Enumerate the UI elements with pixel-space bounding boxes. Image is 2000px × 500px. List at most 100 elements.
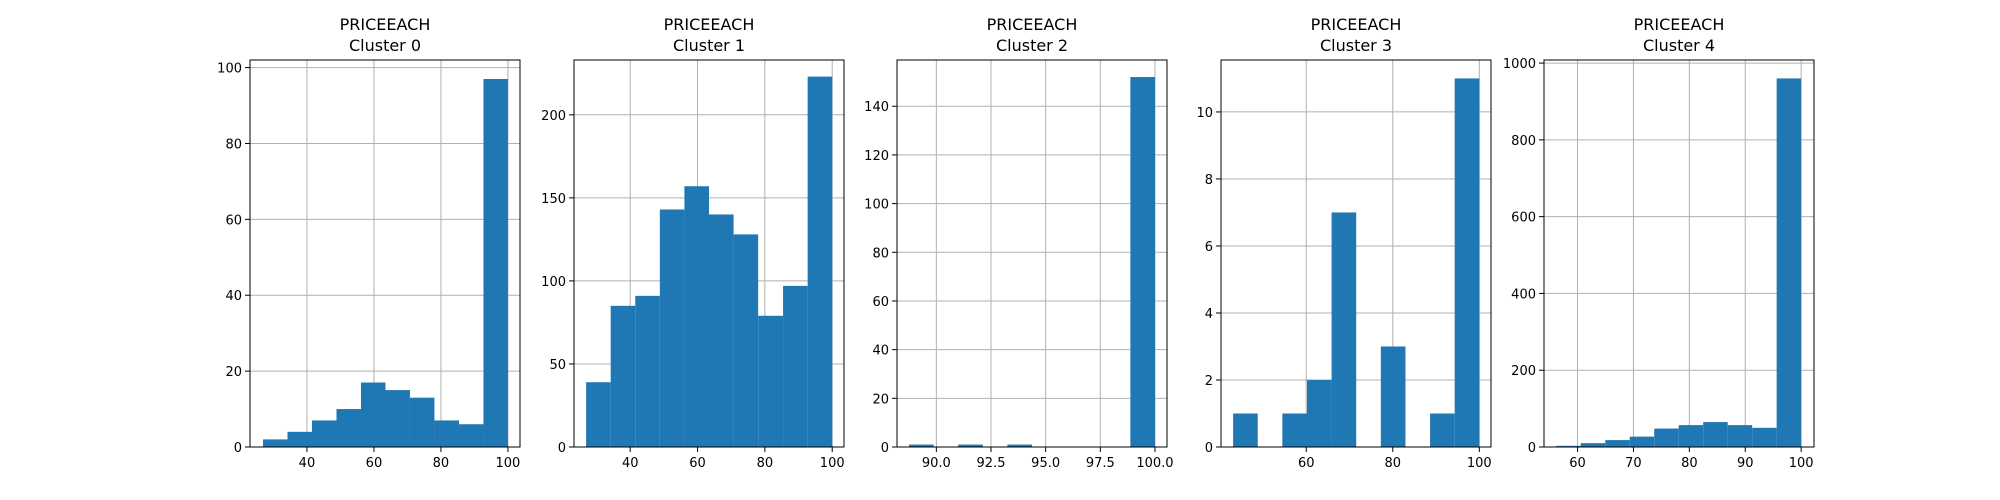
x-tick-label: 95.0 (1031, 456, 1060, 471)
y-tick-label: 140 (864, 100, 889, 115)
histogram-bar (1306, 379, 1332, 447)
histogram-bar (262, 439, 288, 447)
histogram-bar (458, 424, 484, 447)
histogram-bar (807, 76, 833, 448)
x-tick-label: 80 (1385, 456, 1402, 471)
histogram-bar (1727, 425, 1753, 447)
histogram-bar (409, 397, 435, 447)
histogram-bar (1654, 428, 1679, 447)
y-tick-label: 8 (1205, 173, 1213, 188)
histogram-bar (1007, 444, 1032, 447)
chart-title-variable: PRICEEACH (1311, 15, 1402, 34)
histogram-bar (483, 78, 508, 448)
histogram-bar (1233, 413, 1258, 447)
y-tick-label: 0 (1528, 441, 1536, 456)
histogram-bar (1752, 427, 1777, 447)
y-tick-label: 600 (1511, 211, 1536, 226)
y-tick-label: 6 (1205, 240, 1213, 255)
histogram-bar (733, 234, 759, 447)
y-tick-label: 100 (541, 275, 566, 290)
y-tick-label: 80 (225, 137, 242, 152)
x-tick-label: 100.0 (1136, 456, 1173, 471)
histogram-bar (311, 420, 337, 447)
chart-title-cluster: Cluster 3 (1320, 36, 1392, 55)
y-tick-label: 120 (864, 149, 889, 164)
x-tick-label: 40 (299, 456, 316, 471)
y-tick-label: 400 (1511, 287, 1536, 302)
y-tick-label: 40 (225, 289, 242, 304)
histogram-bar (709, 214, 734, 447)
histogram-bar (1605, 440, 1630, 447)
y-tick-label: 20 (225, 365, 242, 380)
x-tick-label: 80 (1681, 456, 1698, 471)
chart-panel-0: 40 60 80 100 0 20 40 60 80 100 PRICEEACH Cluster 0 (217, 15, 521, 471)
x-tick-label: 100 (1789, 456, 1814, 471)
histogram-bar (1331, 212, 1357, 447)
chart-title-cluster: Cluster 4 (1643, 36, 1715, 55)
x-tick-label: 90.0 (922, 456, 951, 471)
histogram-bar (958, 444, 983, 447)
histogram-bar (635, 295, 660, 447)
histogram-bar (1430, 413, 1455, 447)
y-tick-label: 40 (872, 344, 889, 359)
histogram-bar (1454, 78, 1480, 447)
y-tick-label: 60 (872, 295, 889, 310)
chart-title-variable: PRICEEACH (340, 15, 431, 34)
x-tick-label: 40 (622, 456, 639, 471)
chart-panel-2: 90.0 92.5 95.0 97.5 100.0 0 20 40 60 80 100 120 140 P… (864, 15, 1173, 471)
histogram-bar (1703, 422, 1728, 447)
histogram-bar (1629, 436, 1655, 447)
histogram-bar (385, 390, 410, 447)
histogram-bar (783, 285, 808, 447)
histogram-bar (287, 431, 312, 447)
x-tick-label: 60 (1298, 456, 1315, 471)
histogram-bar (1130, 77, 1155, 448)
y-tick-label: 100 (864, 198, 889, 213)
histogram-bar (1282, 413, 1307, 447)
y-tick-label: 200 (1511, 364, 1536, 379)
y-tick-label: 100 (217, 62, 242, 77)
chart-title-cluster: Cluster 1 (673, 36, 745, 55)
y-tick-label: 0 (1205, 441, 1213, 456)
chart-panel-1: 40 60 80 100 0 50 100 150 200 PRICEEACH Cluster 1 (541, 15, 844, 471)
x-tick-label: 60 (1569, 456, 1586, 471)
histogram-bar (684, 186, 709, 448)
y-tick-label: 4 (1205, 307, 1213, 322)
x-tick-label: 100 (496, 456, 521, 471)
histogram-bar (360, 382, 386, 447)
chart-title-cluster: Cluster 2 (996, 36, 1068, 55)
axes-frame (249, 59, 521, 448)
x-tick-label: 60 (689, 456, 706, 471)
histogram-bar (1556, 445, 1581, 447)
histogram-bar (586, 382, 611, 447)
histogram-bar (610, 305, 636, 447)
histogram-bar (434, 420, 459, 447)
axes-frame (573, 59, 845, 448)
x-tick-label: 100 (820, 456, 845, 471)
histogram-bar (336, 409, 361, 447)
chart-title-variable: PRICEEACH (664, 15, 755, 34)
histogram-bar (659, 209, 685, 447)
y-tick-label: 20 (872, 392, 889, 407)
chart-title-variable: PRICEEACH (987, 15, 1078, 34)
x-tick-label: 92.5 (977, 456, 1006, 471)
histogram-bar (1776, 78, 1802, 447)
y-tick-label: 2 (1205, 374, 1213, 389)
histogram-bar (1678, 425, 1704, 447)
y-tick-label: 200 (541, 109, 566, 124)
histogram-bar (1380, 346, 1406, 447)
chart-title-cluster: Cluster 0 (349, 36, 421, 55)
x-tick-label: 70 (1625, 456, 1642, 471)
chart-title-variable: PRICEEACH (1634, 15, 1725, 34)
chart-panel-3: 60 80 100 0 2 4 6 8 10 PRICEEACH Cluster 3 (1196, 15, 1491, 471)
y-tick-label: 50 (549, 358, 566, 373)
histogram-bar (1580, 443, 1606, 447)
x-tick-label: 60 (366, 456, 383, 471)
y-tick-label: 0 (881, 441, 889, 456)
axes-frame (1543, 59, 1815, 448)
y-tick-label: 80 (872, 246, 889, 261)
histogram-bar (758, 315, 784, 447)
axes-frame (896, 59, 1168, 448)
y-tick-label: 60 (225, 213, 242, 228)
